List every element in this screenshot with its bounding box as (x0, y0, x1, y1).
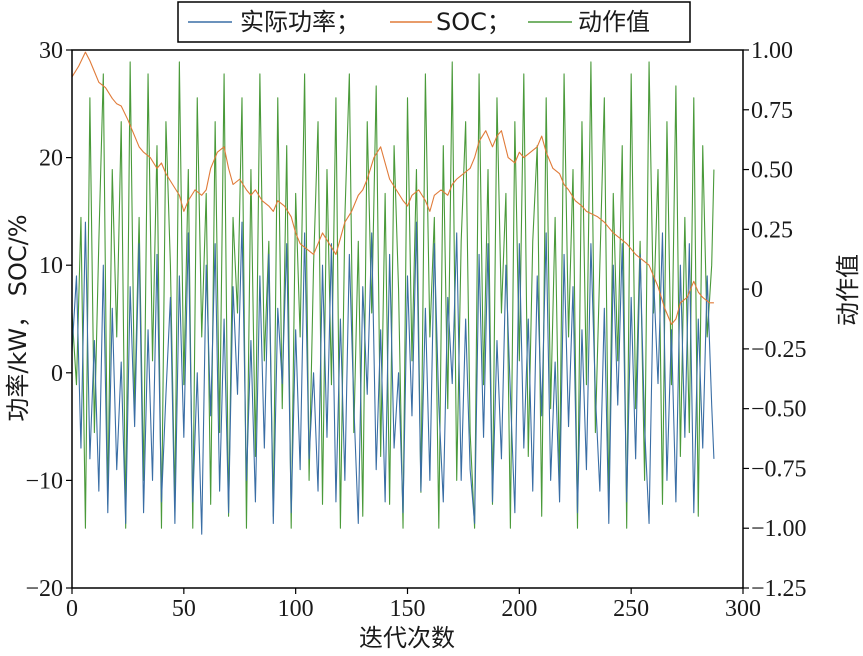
y-tick-label-left: 0 (51, 361, 63, 387)
series-layer (72, 52, 714, 534)
legend-label-action: 动作值 (578, 8, 650, 36)
y-tick-label-right: −1.25 (751, 576, 807, 602)
legend: 实际功率； SOC； 动作值 (178, 2, 690, 42)
x-tick-label: 150 (390, 596, 426, 622)
ticks-layer: 0 50 100 150 200 250 300−20−100102030−1.25−1.0… (25, 38, 806, 622)
y-tick-label-left: 10 (39, 253, 63, 279)
y-axis-title-left: 功率/kW， SOC/% (4, 214, 32, 421)
y-tick-label-right: 0.50 (751, 158, 793, 184)
legend-label-actual-power: 实际功率； (240, 8, 360, 36)
series-line-action (72, 62, 714, 528)
y-tick-label-left: −20 (25, 576, 63, 602)
y-tick-label-right: −0.50 (751, 397, 807, 423)
x-tick-label: 50 (172, 596, 196, 622)
y-tick-label-left: 20 (39, 146, 63, 172)
y-tick-label-right: −0.25 (751, 337, 807, 363)
y-tick-label-left: 30 (39, 38, 63, 64)
x-tick-label: 100 (278, 596, 314, 622)
y-tick-label-right: 0 (751, 277, 763, 303)
x-tick-label: 250 (613, 596, 649, 622)
y-tick-label-right: −1.00 (751, 516, 807, 542)
x-tick-label: 200 (501, 596, 537, 622)
y-tick-label-right: 1.00 (751, 38, 793, 64)
y-tick-label-right: −0.75 (751, 456, 807, 482)
x-tick-label: 0 (66, 596, 78, 622)
legend-label-soc: SOC； (436, 8, 511, 36)
y-tick-label-right: 0.75 (751, 98, 793, 124)
x-axis-title: 迭代次数 (359, 624, 455, 652)
y-axis-title-right: 动作值 (834, 254, 862, 326)
y-tick-label-left: −10 (25, 468, 63, 494)
y-tick-label-right: 0.25 (751, 217, 793, 243)
